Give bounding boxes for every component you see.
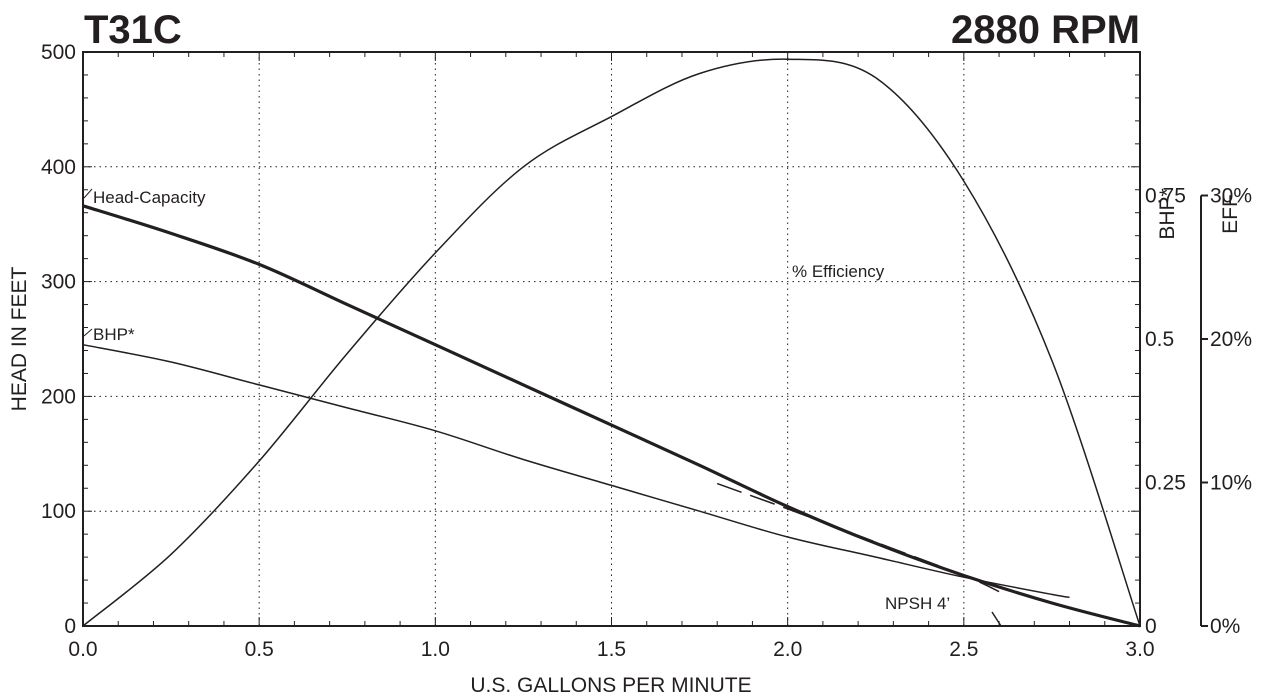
head-label-leader <box>83 188 93 199</box>
x-axis-title: U.S. GALLONS PER MINUTE <box>470 674 751 696</box>
series-line-npsh <box>716 482 1000 593</box>
eff-tick-label: 10% <box>1210 472 1252 495</box>
chart-title-model: T31C <box>84 8 182 52</box>
series-group <box>82 58 1141 628</box>
bhp-label-leader <box>83 328 93 337</box>
x-tick-label: 2.0 <box>773 638 802 661</box>
x-tick-label: 2.5 <box>949 638 978 661</box>
y-tick-labels: 0 100 200 300 400 500 <box>41 41 76 638</box>
series-line-bhp <box>82 343 1070 599</box>
x-tick-label: 1.5 <box>597 638 626 661</box>
annotation-head-capacity: Head-Capacity <box>93 188 206 207</box>
bhp-tick-label: 0.25 <box>1145 472 1186 495</box>
chart-title-rpm: 2880 RPM <box>951 8 1140 52</box>
series-line-efficiency <box>82 58 1141 627</box>
y-tick-label: 200 <box>41 385 76 408</box>
bhp-tick-labels: 0 0.25 0.5 0.75 <box>1145 185 1186 639</box>
annotation-bhp: BHP* <box>93 325 135 344</box>
x-tick-label: 0.0 <box>68 638 97 661</box>
eff-axis: 0% 10% 20% 30% <box>1200 185 1252 638</box>
y-tick-label: 500 <box>41 41 76 64</box>
x-tick-labels: 0.0 0.5 1.0 1.5 2.0 2.5 3.0 <box>68 638 1154 661</box>
y-tick-label: 300 <box>41 271 76 294</box>
npsh-label-leader <box>991 611 1002 627</box>
x-tick-label: 3.0 <box>1125 638 1154 661</box>
bhp-tick-label: 0.5 <box>1145 328 1174 351</box>
eff-tick-label: 30% <box>1210 185 1252 208</box>
grid-lines <box>83 52 1140 626</box>
bhp-tick-label: 0.75 <box>1145 185 1186 208</box>
y-tick-label: 100 <box>41 500 76 523</box>
y-tick-label: 400 <box>41 156 76 179</box>
x-tick-label: 1.0 <box>421 638 450 661</box>
y-axis-title: HEAD IN FEET <box>8 266 31 411</box>
bhp-axis-title: BHP* <box>1156 188 1179 239</box>
eff-tick-label: 0% <box>1210 615 1240 638</box>
annotation-efficiency: % Efficiency <box>792 262 885 281</box>
x-tick-label: 0.5 <box>245 638 274 661</box>
eff-axis-title: EFF <box>1219 194 1242 234</box>
annotation-npsh: NPSH 4’ <box>885 594 950 613</box>
y-tick-label: 0 <box>64 615 76 638</box>
bhp-tick-label: 0 <box>1145 615 1157 638</box>
plot-frame <box>82 51 1141 627</box>
eff-tick-label: 20% <box>1210 328 1252 351</box>
